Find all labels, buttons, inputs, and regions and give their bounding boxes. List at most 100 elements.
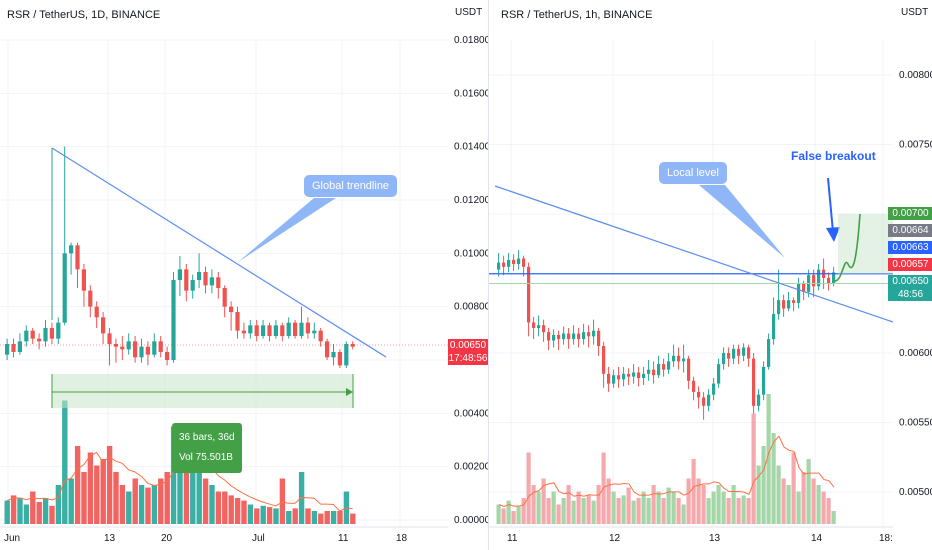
daily-candle-body <box>190 280 195 291</box>
daily-volume-bar <box>215 491 222 524</box>
daily-candle-body <box>337 352 342 366</box>
hourly-volume-bar <box>641 491 646 524</box>
hourly-candle-body <box>502 262 506 267</box>
hourly-candle-body <box>707 394 711 406</box>
hourly-volume-bar <box>761 446 766 524</box>
hourly-candle-body <box>607 373 611 384</box>
hourly-candle-body <box>572 333 576 340</box>
hourly-y-tick-label: 0.00750 <box>899 140 932 151</box>
daily-candle-body <box>267 325 272 336</box>
hourly-volume-bar <box>656 491 661 524</box>
daily-volume-bar <box>10 495 17 524</box>
daily-x-tick-label: 11 <box>338 533 349 544</box>
hourly-candle-body <box>672 355 676 362</box>
daily-y-tick-label: 0.00800 <box>454 302 488 313</box>
hourly-volume-bar <box>636 498 641 524</box>
hourly-candle-body <box>592 330 596 337</box>
hourly-volume-bar <box>681 504 686 524</box>
daily-x-tick-label: 20 <box>161 533 173 544</box>
daily-volume-bar <box>228 495 234 524</box>
daily-candle-body <box>30 330 35 339</box>
hourly-y-tick-label: 0.00550 <box>899 418 932 429</box>
daily-volume-bar <box>94 465 100 524</box>
hourly-candle-body <box>747 347 751 359</box>
hourly-volume-bar <box>776 465 781 524</box>
daily-volume-bar <box>74 446 81 524</box>
hourly-price-tag: 48:56 <box>888 288 932 301</box>
hourly-candle-body <box>652 369 656 376</box>
hourly-x-tick-label: 11 <box>507 533 518 544</box>
hourly-candle-body <box>767 339 771 367</box>
hourly-volume-bar <box>786 485 791 524</box>
daily-volume-bar <box>330 511 337 524</box>
daily-candle-body <box>312 330 317 334</box>
daily-candle-body <box>56 322 61 339</box>
daily-y-tick-label: 0.00400 <box>454 408 488 419</box>
daily-candle-body <box>184 269 189 291</box>
daily-candle-body <box>139 346 144 358</box>
hourly-price-tag: 0.00700 <box>888 207 932 220</box>
daily-candle-body <box>113 344 118 347</box>
daily-chart-canvas[interactable]: 0.01800 0.01600 0.01400 0.01200 0.01000 0.008… <box>0 0 488 550</box>
hourly-volume-bar <box>581 498 586 524</box>
hourly-volume-bar <box>631 500 636 524</box>
daily-chart-panel[interactable]: 0.01800 0.01600 0.01400 0.01200 0.01000 0.008… <box>0 0 488 550</box>
hourly-chart-panel[interactable]: 0.00800 0.00750 0.00700 0.00650 0.00600 0.005… <box>488 0 932 550</box>
daily-candle-body <box>318 330 323 342</box>
hourly-volume-bar <box>616 498 621 524</box>
hourly-volume-bar <box>821 491 826 524</box>
daily-x-tick-label: 13 <box>104 533 116 544</box>
daily-volume-bar <box>279 478 286 524</box>
hourly-candle-body <box>582 332 586 340</box>
daily-candle-body <box>344 344 349 366</box>
hourly-candle-body <box>772 314 776 340</box>
hourly-candle-body <box>687 358 691 381</box>
hourly-candle-body <box>627 373 631 377</box>
daily-candle-body <box>107 333 112 344</box>
hourly-candle-body <box>602 346 606 374</box>
daily-volume-bar <box>311 511 318 524</box>
hourly-volume-bar <box>521 498 526 524</box>
daily-volume-bar <box>30 491 36 524</box>
global-trendline-callout: Global trendline <box>304 175 398 197</box>
callout-pointer <box>238 198 336 262</box>
daily-volume-bar <box>222 491 228 524</box>
daily-candle-body <box>165 352 170 360</box>
daily-volume-bar <box>202 478 209 524</box>
daily-candle-body <box>24 330 29 342</box>
daily-volume-bar <box>55 485 62 524</box>
hourly-candle-body <box>827 277 831 284</box>
hourly-candle-body <box>752 358 756 406</box>
daily-candle-body <box>17 341 22 352</box>
daily-candle-body <box>222 288 227 307</box>
measure-bars-text: 36 bars, 36d <box>179 432 235 443</box>
hourly-candle-body <box>702 397 706 406</box>
daily-candle-body <box>171 280 176 360</box>
hourly-volume-bar <box>661 498 666 524</box>
hourly-candle-body <box>542 325 546 333</box>
daily-candle-body <box>299 322 304 336</box>
hourly-candle-body <box>547 332 551 341</box>
daily-volume-bar <box>23 504 30 524</box>
daily-candle-body <box>203 272 208 286</box>
hourly-volume-bar <box>506 500 511 524</box>
daily-volume-bar <box>292 508 298 524</box>
daily-volume-bar <box>190 461 196 524</box>
hourly-volume-bar <box>596 485 601 524</box>
hourly-volume-bar <box>591 500 596 524</box>
hourly-volume-bar <box>541 478 546 524</box>
daily-candle-body <box>286 322 291 336</box>
hourly-volume-bar <box>531 485 536 524</box>
daily-y-tick-label: 0.01200 <box>454 195 488 206</box>
daily-volume-bar <box>266 507 273 524</box>
hourly-volume-bar <box>751 413 756 524</box>
hourly-volume-bar <box>796 491 801 524</box>
measure-tooltip: 36 bars, 36d Vol 75.501B <box>172 423 242 473</box>
hourly-candle-body <box>742 347 746 356</box>
hourly-volume-bar <box>501 508 506 524</box>
daily-candle-body <box>229 306 234 312</box>
hourly-chart-canvas[interactable]: 0.00800 0.00750 0.00700 0.00650 0.00600 0.005… <box>489 0 932 550</box>
daily-volume-bar <box>100 459 106 524</box>
hourly-price-tag: 0.00650 <box>888 275 932 288</box>
daily-volume-bar <box>4 500 10 524</box>
